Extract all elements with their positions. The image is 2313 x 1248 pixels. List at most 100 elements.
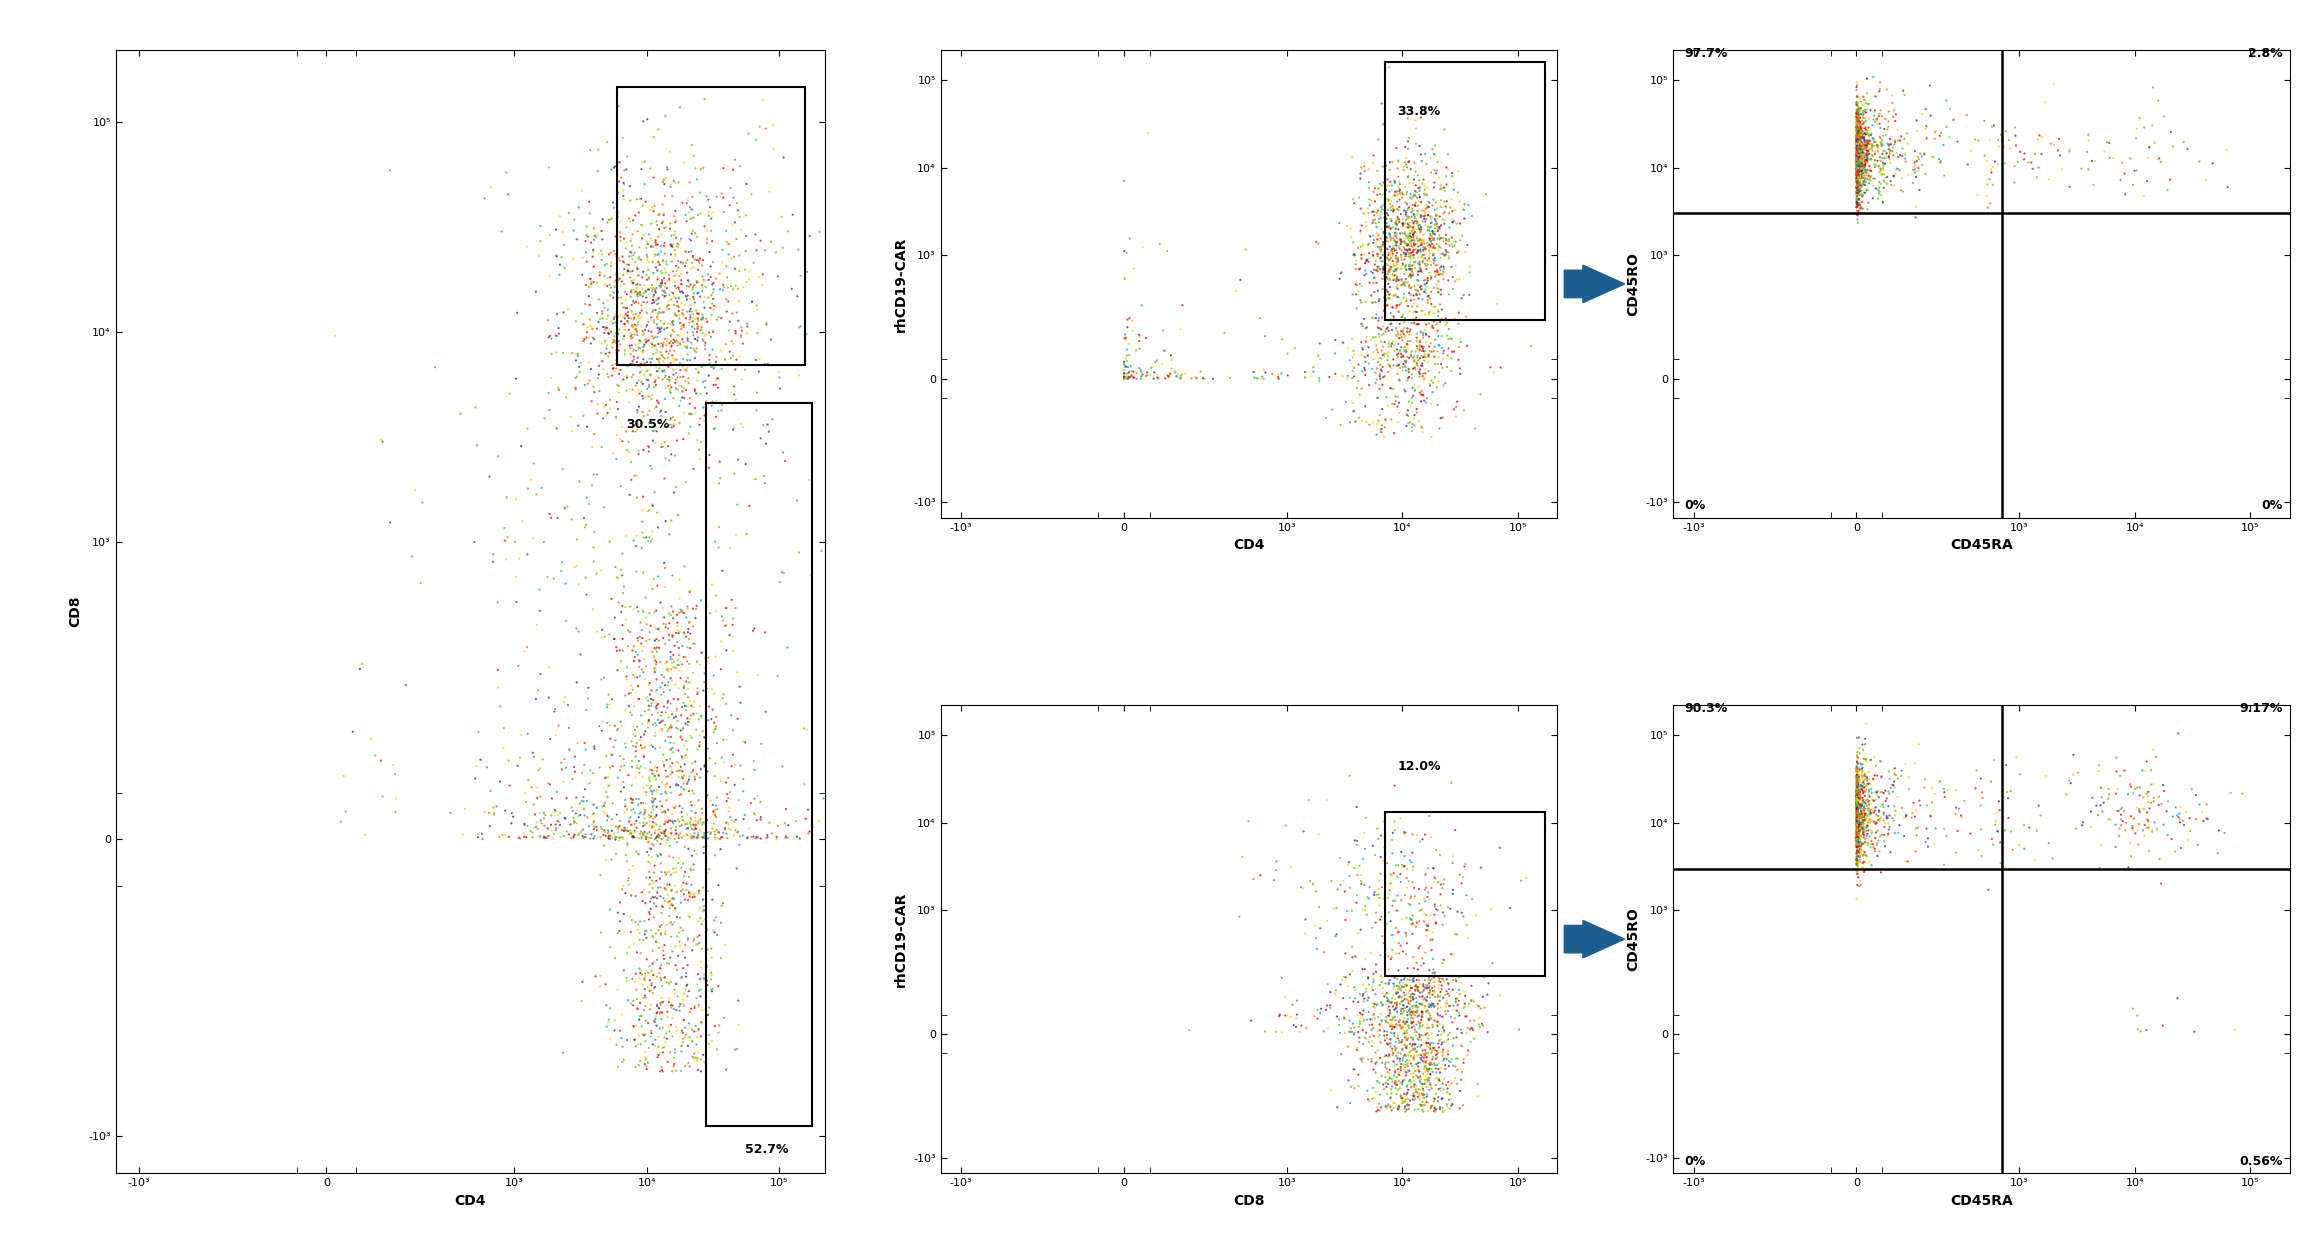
Point [615, 1030, 652, 1050]
Point [1839, 145, 1876, 165]
Point [643, 711, 680, 731]
Point [645, 172, 682, 192]
Point [625, 341, 662, 361]
Point [643, 829, 680, 849]
Point [641, 567, 678, 587]
Point [1395, 1090, 1432, 1109]
Point [1864, 171, 1901, 191]
Point [1839, 804, 1876, 824]
Point [1395, 313, 1432, 333]
Point [1351, 178, 1388, 198]
Point [1848, 804, 1885, 824]
Point [724, 825, 761, 845]
Point [636, 726, 673, 746]
Point [1372, 1006, 1409, 1026]
Point [1434, 1012, 1471, 1032]
Point [1369, 1033, 1406, 1053]
Point [1106, 324, 1143, 344]
Point [659, 753, 696, 773]
Point [1360, 388, 1397, 408]
Point [532, 225, 569, 245]
Point [1864, 134, 1901, 154]
Point [622, 756, 659, 776]
Point [1388, 1036, 1425, 1056]
Point [560, 806, 597, 826]
Point [1402, 256, 1439, 276]
Point [1980, 791, 2017, 811]
Point [1385, 327, 1422, 347]
Point [1372, 1033, 1409, 1053]
Point [1367, 1096, 1404, 1116]
Point [1335, 328, 1372, 348]
Point [627, 801, 664, 821]
Point [625, 283, 662, 303]
Point [1876, 166, 1913, 186]
Point [1339, 275, 1376, 295]
Point [687, 339, 724, 359]
Point [1839, 827, 1876, 847]
Point [2146, 106, 2183, 126]
Point [1839, 791, 1876, 811]
Point [1839, 835, 1876, 855]
Point [1839, 794, 1876, 814]
Point [1427, 196, 1464, 216]
Point [680, 1048, 717, 1068]
Point [1404, 1051, 1441, 1071]
Point [1839, 152, 1876, 172]
Point [1309, 790, 1346, 810]
Point [1848, 124, 1885, 144]
Point [1429, 993, 1466, 1013]
Point [657, 797, 694, 817]
Point [636, 127, 673, 147]
Point [643, 225, 680, 245]
Point [1853, 100, 1890, 120]
Point [1383, 909, 1420, 929]
Point [564, 826, 601, 846]
Point [1385, 341, 1422, 361]
Point [1839, 821, 1876, 841]
Point [1360, 261, 1397, 281]
Point [634, 791, 671, 811]
Point [641, 816, 678, 836]
Point [2130, 841, 2167, 861]
Point [696, 418, 733, 438]
Point [520, 579, 557, 599]
Point [1397, 988, 1434, 1008]
Point [675, 691, 712, 711]
Point [1839, 142, 1876, 162]
Point [1348, 968, 1385, 988]
Point [1376, 231, 1413, 251]
Point [687, 837, 724, 857]
Point [1971, 880, 2008, 900]
Point [555, 221, 592, 241]
Point [1244, 359, 1281, 379]
Point [736, 805, 773, 825]
Point [1885, 129, 1922, 149]
Point [1404, 1007, 1441, 1027]
Point [636, 807, 673, 827]
Point [1376, 171, 1413, 191]
Point [585, 626, 622, 646]
Point [1839, 759, 1876, 779]
Point [1372, 248, 1409, 268]
Point [1372, 218, 1409, 238]
Point [1358, 962, 1395, 982]
Point [1839, 92, 1876, 112]
Point [634, 976, 671, 996]
Point [509, 724, 546, 744]
Point [1113, 366, 1150, 386]
Point [1409, 268, 1446, 288]
Point [1420, 228, 1457, 248]
Point [648, 329, 685, 349]
Point [652, 332, 689, 352]
Point [652, 653, 689, 673]
Point [694, 819, 731, 839]
Point [1286, 924, 1323, 943]
Point [1383, 1040, 1420, 1060]
Point [1846, 124, 1883, 144]
Point [1416, 238, 1453, 258]
Point [657, 824, 694, 844]
Point [625, 364, 662, 384]
Point [715, 825, 752, 845]
Point [1392, 1027, 1429, 1047]
